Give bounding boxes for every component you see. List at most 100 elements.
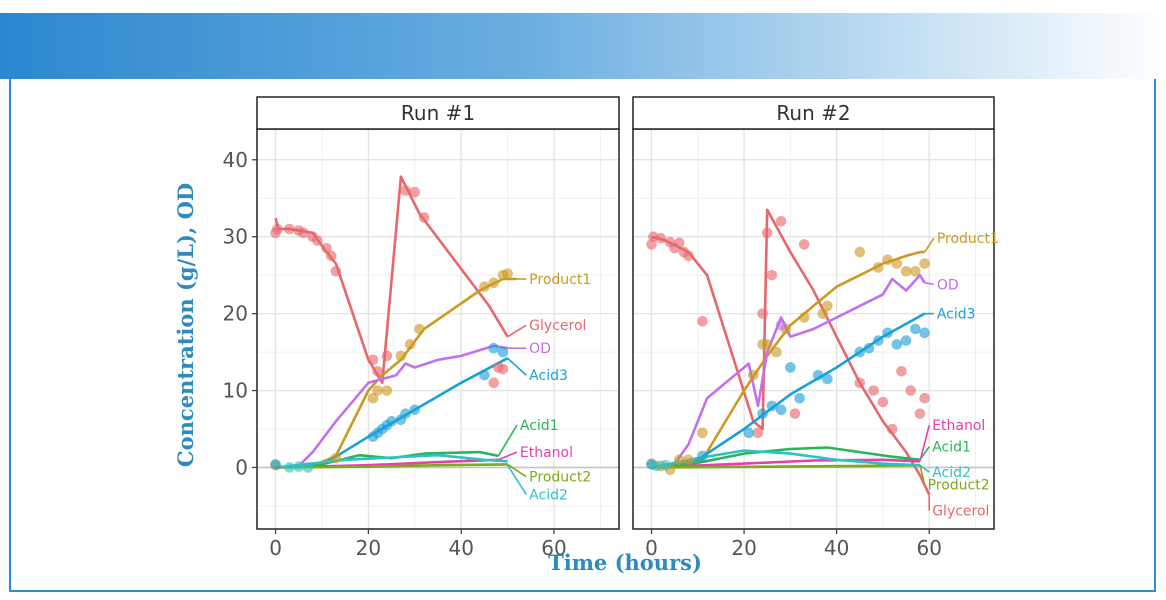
data-point	[409, 186, 421, 198]
series-line-product2	[651, 463, 920, 469]
series-label: Acid3	[529, 368, 568, 384]
series-line-acid3	[651, 312, 926, 469]
label-leader	[507, 357, 527, 376]
label-leader	[919, 464, 926, 485]
data-point	[863, 342, 875, 354]
data-point	[386, 416, 397, 427]
series-label: Product2	[928, 477, 990, 493]
data-point	[757, 308, 768, 319]
data-point	[854, 246, 866, 258]
data-point	[775, 216, 787, 227]
label-leader	[919, 464, 930, 473]
data-point	[497, 363, 509, 375]
series-label: Glycerol	[932, 504, 989, 520]
data-point	[868, 385, 879, 396]
data-point	[900, 266, 912, 277]
data-point	[395, 350, 407, 362]
data-point	[312, 235, 323, 246]
data-point	[757, 408, 768, 419]
data-point	[872, 262, 884, 273]
y-tick-label: 10	[223, 379, 248, 403]
series-label: Acid1	[520, 418, 559, 434]
data-point	[882, 254, 893, 266]
series-label: Glycerol	[529, 318, 586, 334]
series-label: Acid2	[529, 487, 568, 503]
x-tick-label: 20	[356, 536, 381, 560]
label-leader	[497, 424, 518, 457]
x-tick-label: 60	[541, 536, 566, 560]
data-point	[673, 454, 685, 466]
data-point	[872, 335, 884, 346]
label-leader	[919, 424, 930, 462]
y-axis-title: Concentration (g/L), OD	[173, 183, 198, 467]
data-point	[697, 427, 708, 439]
data-point	[910, 323, 921, 335]
data-point	[293, 461, 305, 472]
y-tick-label: 0	[235, 455, 248, 479]
label-leader	[923, 237, 935, 253]
data-point	[381, 350, 393, 362]
series-label: Ethanol	[932, 418, 985, 434]
panel-2: Run #2 0 20 40 60 Product1 OD Acid3 Ethanol Acid1…	[632, 96, 999, 560]
data-point	[284, 223, 295, 235]
data-point	[919, 258, 930, 269]
x-tick-label: 40	[448, 536, 473, 560]
data-point	[798, 312, 810, 323]
header-banner	[0, 13, 1166, 79]
data-point	[886, 423, 898, 435]
series-line-od	[275, 344, 508, 469]
data-point	[817, 308, 829, 319]
data-point	[270, 459, 281, 470]
data-point	[660, 459, 671, 471]
data-point	[284, 462, 295, 473]
data-point	[905, 385, 916, 396]
series-label: Acid3	[937, 307, 976, 323]
data-point	[404, 339, 416, 350]
series-line-glycerol	[651, 208, 931, 495]
x-tick-label: 0	[645, 536, 658, 560]
x-tick-label: 60	[916, 536, 941, 560]
data-point	[766, 400, 778, 412]
data-point	[697, 450, 708, 462]
data-point	[766, 269, 778, 281]
data-point	[697, 316, 708, 327]
series-label: Product2	[529, 470, 591, 486]
data-point	[488, 342, 499, 354]
data-point	[900, 335, 912, 346]
data-point	[497, 346, 509, 358]
data-point	[367, 354, 379, 366]
data-point	[414, 323, 425, 335]
data-point	[822, 300, 833, 312]
data-point	[771, 346, 782, 358]
data-point	[400, 185, 411, 196]
x-tick-label: 20	[731, 536, 756, 560]
data-point	[400, 408, 411, 419]
series-line-ethanol	[651, 458, 920, 469]
data-point	[655, 232, 667, 244]
data-point	[272, 223, 283, 235]
panel-title: Run #2	[776, 101, 850, 125]
panel-strip	[632, 96, 995, 130]
data-point	[367, 392, 379, 404]
label-leader	[924, 282, 934, 286]
series-label: OD	[937, 277, 959, 293]
y-tick-label: 40	[223, 148, 248, 172]
data-point	[919, 327, 930, 339]
data-point	[798, 239, 810, 250]
data-point	[502, 268, 513, 279]
data-point	[910, 266, 921, 277]
data-point	[854, 346, 866, 358]
series-line-acid1	[651, 446, 921, 469]
data-point	[372, 385, 383, 396]
x-axis-title: Time (hours)	[548, 550, 702, 575]
data-point	[321, 242, 332, 254]
x-tick-label: 40	[824, 536, 849, 560]
series-label: Acid1	[932, 440, 971, 456]
data-point	[761, 339, 773, 350]
data-point	[748, 369, 759, 381]
panel-strip	[256, 96, 620, 130]
content-frame	[9, 79, 1156, 592]
data-point	[785, 362, 796, 373]
data-point	[372, 366, 383, 377]
data-point	[877, 396, 889, 408]
